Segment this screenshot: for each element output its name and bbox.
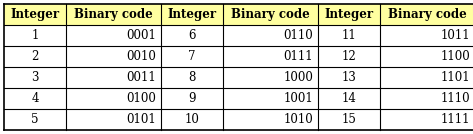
Text: 1100: 1100 [440, 50, 470, 63]
Text: 6: 6 [188, 29, 196, 42]
Text: 2: 2 [31, 50, 39, 63]
Text: 5: 5 [31, 113, 39, 126]
Text: 14: 14 [342, 92, 357, 105]
Text: 1111: 1111 [440, 113, 470, 126]
Text: Binary code: Binary code [388, 8, 467, 21]
Text: 0011: 0011 [126, 71, 156, 84]
Text: 9: 9 [188, 92, 196, 105]
Text: 13: 13 [342, 71, 357, 84]
Text: Binary code: Binary code [74, 8, 153, 21]
Text: 10: 10 [184, 113, 200, 126]
Text: Binary code: Binary code [231, 8, 310, 21]
Text: 0001: 0001 [126, 29, 156, 42]
Text: Integer: Integer [10, 8, 60, 21]
Text: 7: 7 [188, 50, 196, 63]
Bar [4, 4, 473, 25]
Bar [4, 67, 473, 88]
Text: 0111: 0111 [283, 50, 313, 63]
Text: 1101: 1101 [440, 71, 470, 84]
Text: 1110: 1110 [440, 92, 470, 105]
Bar [4, 88, 473, 109]
Text: 4: 4 [31, 92, 39, 105]
Text: 0100: 0100 [126, 92, 156, 105]
Text: 1011: 1011 [440, 29, 470, 42]
Text: 1010: 1010 [283, 113, 313, 126]
Text: 8: 8 [188, 71, 196, 84]
Text: 11: 11 [342, 29, 356, 42]
Text: Integer: Integer [324, 8, 374, 21]
Text: 0010: 0010 [126, 50, 156, 63]
Text: 0110: 0110 [283, 29, 313, 42]
Bar [4, 46, 473, 67]
Text: 1000: 1000 [283, 71, 313, 84]
Text: 1001: 1001 [283, 92, 313, 105]
Text: 0101: 0101 [126, 113, 156, 126]
Text: 15: 15 [342, 113, 357, 126]
Text: 3: 3 [31, 71, 39, 84]
Bar [4, 109, 473, 130]
Text: 12: 12 [342, 50, 356, 63]
Text: 1: 1 [31, 29, 39, 42]
Text: Integer: Integer [167, 8, 217, 21]
Bar [4, 25, 473, 46]
